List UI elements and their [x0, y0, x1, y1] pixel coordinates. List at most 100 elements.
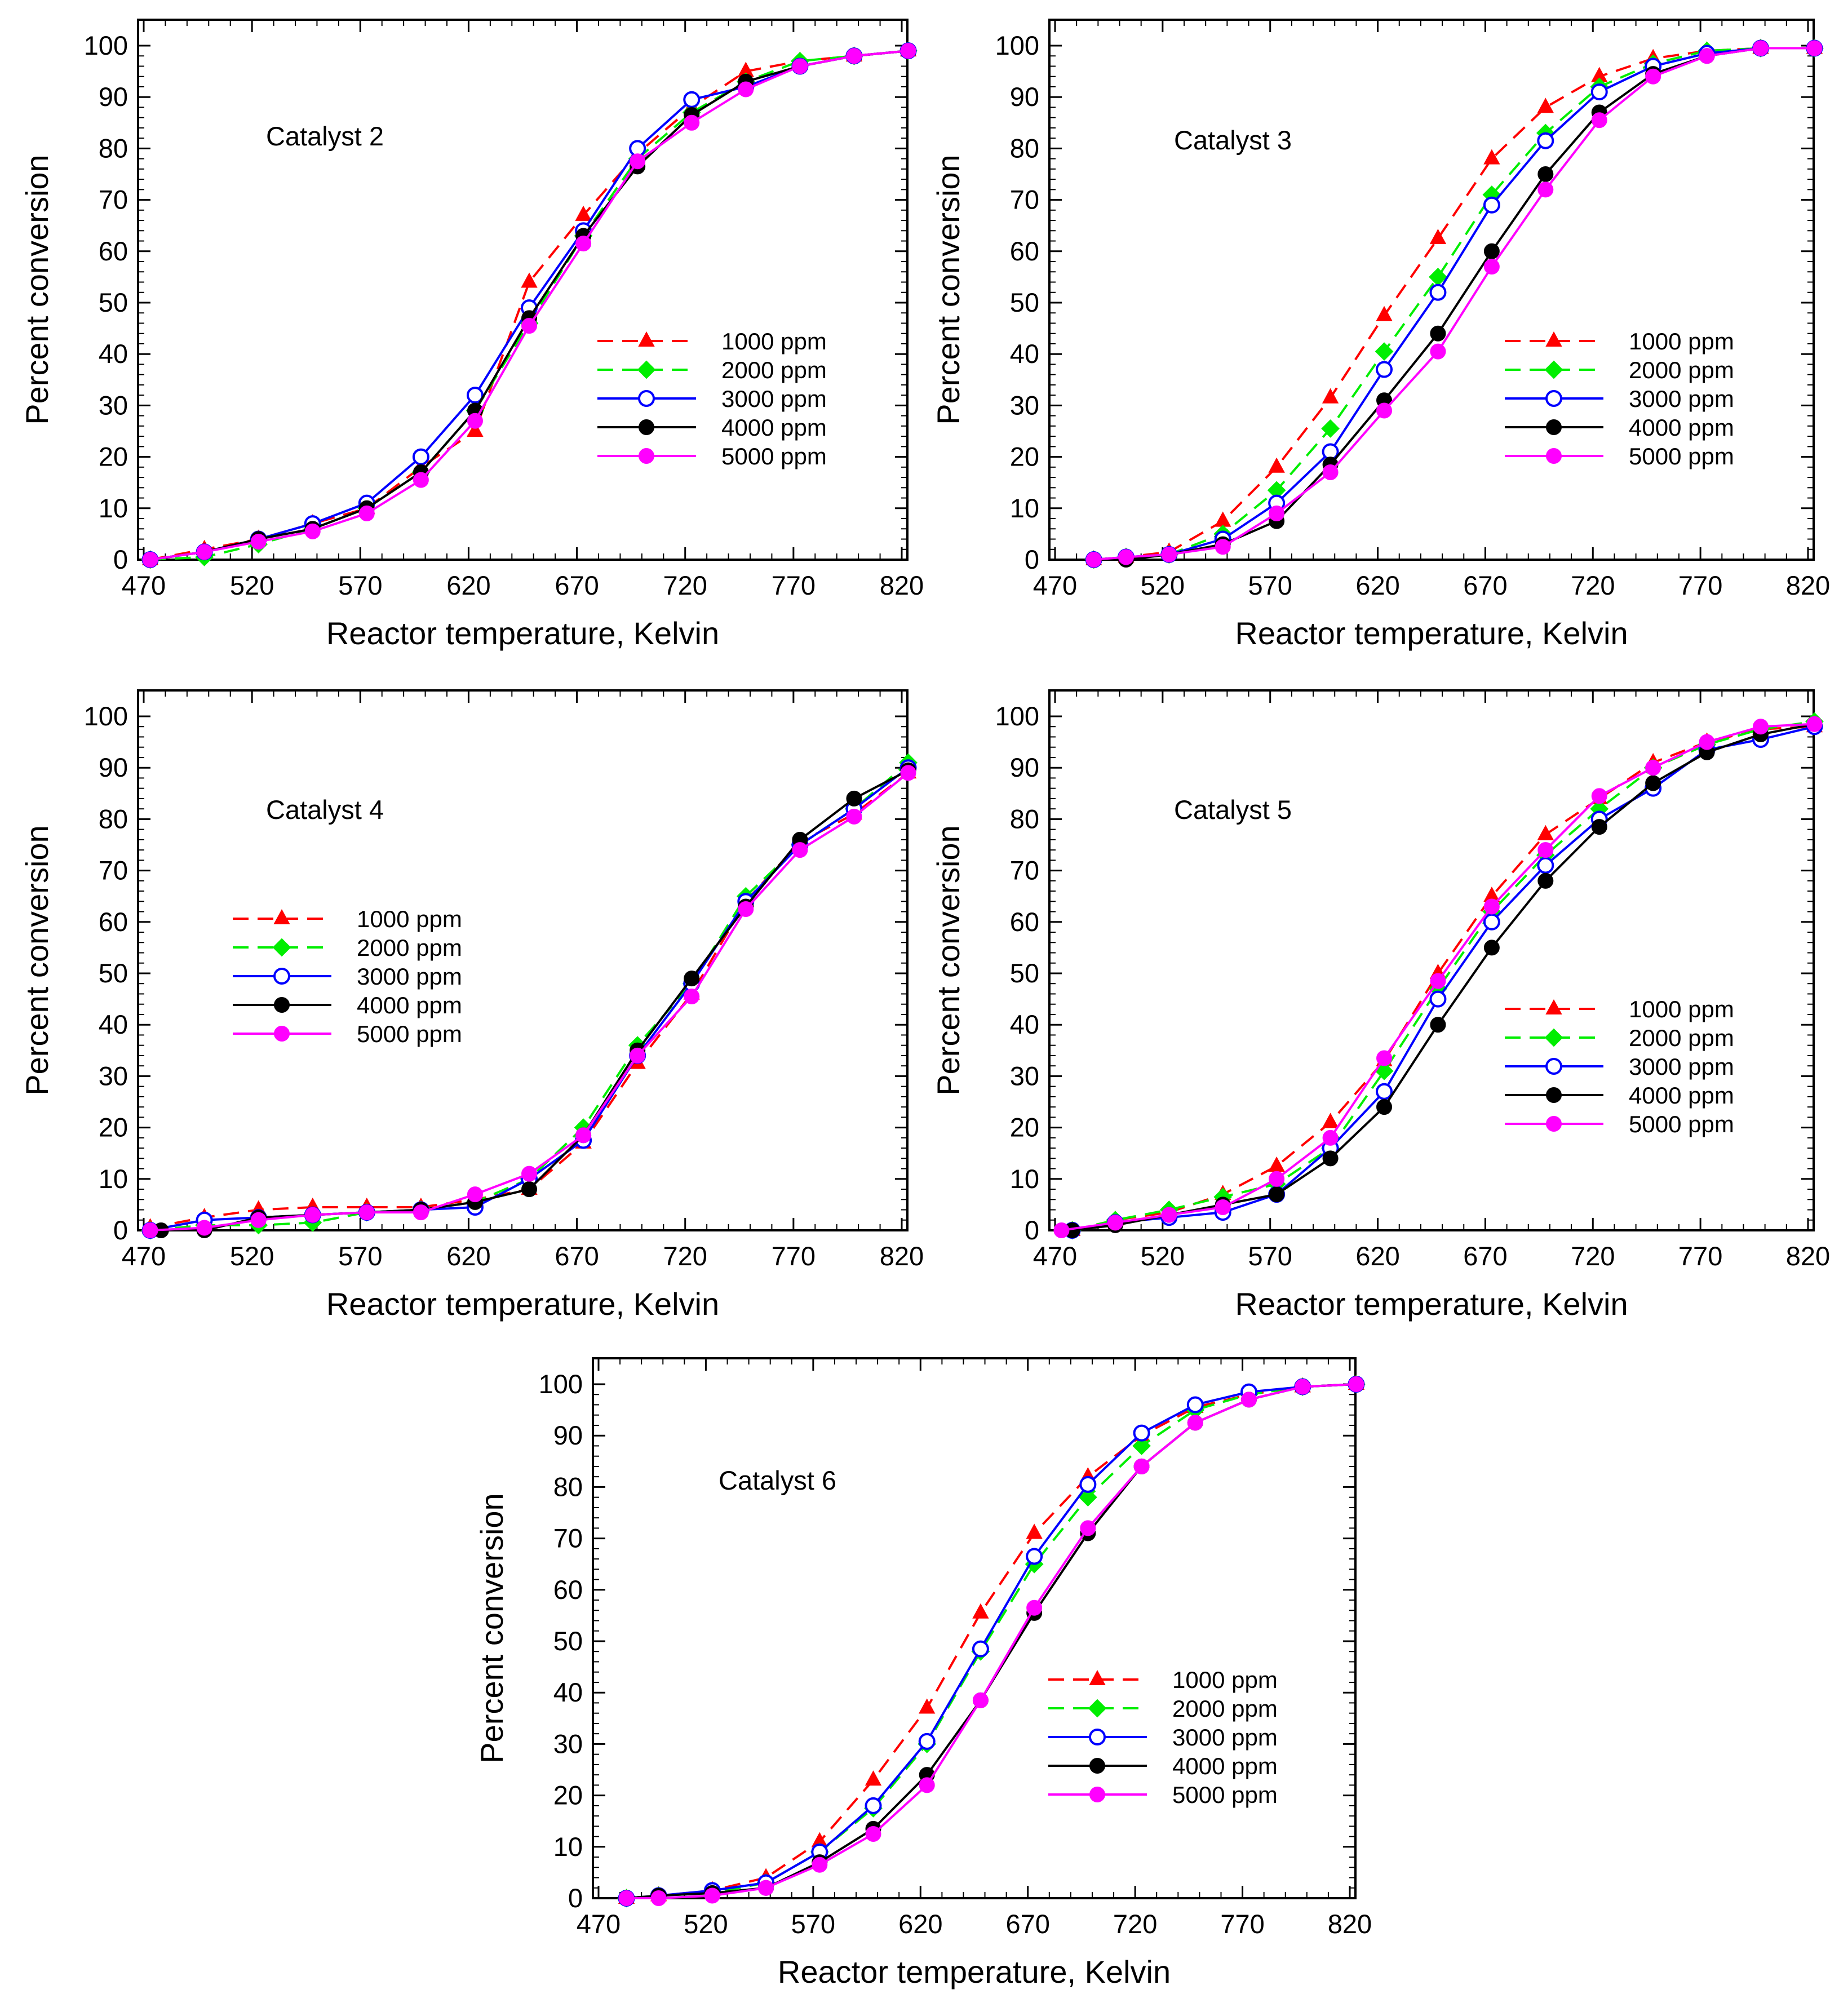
y-tick-label: 70	[1010, 185, 1039, 215]
y-tick-label: 80	[553, 1472, 583, 1501]
data-point-5000-ppm	[919, 1777, 935, 1793]
data-point-5000-ppm	[250, 534, 267, 550]
x-tick-label: 770	[772, 1241, 816, 1271]
data-point-1000-ppm	[1322, 388, 1339, 404]
y-tick-label: 70	[1010, 856, 1039, 885]
y-tick-label: 60	[1010, 236, 1039, 266]
y-tick-label: 0	[113, 544, 128, 574]
data-point-1000-ppm	[1268, 457, 1285, 473]
data-point-4000-ppm	[1376, 1099, 1393, 1115]
data-point-5000-ppm	[1080, 1520, 1096, 1536]
legend-label: 4000 ppm	[1172, 1753, 1278, 1779]
y-tick-label: 100	[84, 30, 128, 60]
data-point-5000-ppm	[704, 1887, 720, 1904]
data-point-5000-ppm	[1107, 1215, 1123, 1231]
data-point-1000-ppm	[467, 421, 484, 437]
data-point-5000-ppm	[1161, 546, 1177, 562]
legend-label: 2000 ppm	[721, 357, 827, 383]
data-point-5000-ppm	[142, 552, 158, 568]
legend-marker	[1545, 1058, 1562, 1075]
data-point-5000-ppm	[196, 1220, 212, 1236]
data-point-5000-ppm	[846, 48, 862, 64]
x-axis-title: Reactor temperature, Kelvin	[778, 1954, 1171, 1990]
data-point-5000-ppm	[1699, 48, 1715, 64]
panel-title: Catalyst 2	[266, 121, 384, 151]
y-tick-label: 10	[1010, 1164, 1039, 1194]
data-point-5000-ppm	[575, 1127, 592, 1144]
y-tick-label: 40	[99, 1009, 128, 1039]
y-tick-label: 40	[553, 1677, 583, 1707]
data-point-4000-ppm	[1537, 872, 1554, 889]
data-point-5000-ppm	[1269, 1171, 1285, 1187]
data-point-5000-ppm	[1645, 760, 1661, 776]
y-tick-label: 90	[553, 1420, 583, 1450]
chart-panel-3: 0 10 20 30 40 50 60 70 80 90 100 470 520 570 620 670 720…	[19, 689, 924, 1322]
x-axis-title: Reactor temperature, Kelvin	[1235, 615, 1628, 651]
data-point-4000-ppm	[1591, 819, 1607, 835]
legend-marker	[639, 448, 654, 464]
data-point-5000-ppm	[900, 43, 916, 59]
y-tick-label: 60	[99, 236, 128, 266]
x-tick-label: 620	[1355, 570, 1399, 600]
x-tick-label: 570	[1248, 570, 1292, 600]
data-point-5000-ppm	[684, 989, 700, 1005]
data-point-1000-ppm	[575, 205, 592, 221]
data-point-5000-ppm	[1483, 259, 1500, 275]
data-point-4000-ppm	[846, 790, 862, 807]
y-tick-label: 50	[1010, 287, 1039, 317]
data-point-5000-ppm	[1295, 1379, 1311, 1395]
x-tick-label: 720	[1571, 570, 1615, 600]
chart-panel-2: 0 10 20 30 40 50 60 70 80 90 100 470 520 570 620 670 720…	[930, 19, 1830, 651]
data-point-5000-ppm	[1085, 552, 1102, 568]
x-tick-label: 620	[446, 570, 490, 600]
y-tick-label: 90	[99, 82, 128, 112]
data-point-5000-ppm	[792, 842, 808, 858]
legend-label: 5000 ppm	[357, 1021, 462, 1047]
data-point-5000-ppm	[1133, 1458, 1150, 1474]
x-tick-label: 820	[1786, 1241, 1830, 1271]
y-tick-label: 40	[1010, 339, 1039, 369]
data-point-5000-ppm	[846, 808, 862, 825]
y-tick-label: 10	[99, 1164, 128, 1194]
data-point-5000-ppm	[1537, 181, 1554, 198]
legend-label: 2000 ppm	[1172, 1695, 1278, 1722]
data-point-3000-ppm	[865, 1797, 882, 1814]
y-tick-label: 100	[84, 701, 128, 731]
y-tick-label: 30	[1010, 390, 1039, 420]
data-point-5000-ppm	[304, 523, 321, 539]
chart-panel-5: 0 10 20 30 40 50 60 70 80 90 100 470 520 570 620 670 720…	[474, 1357, 1372, 1990]
y-tick-label: 70	[99, 856, 128, 885]
legend-label: 3000 ppm	[1172, 1724, 1278, 1751]
data-point-5000-ppm	[1026, 1599, 1043, 1616]
data-point-5000-ppm	[1591, 112, 1607, 129]
data-point-5000-ppm	[1322, 1129, 1339, 1146]
legend-label: 1000 ppm	[1629, 996, 1734, 1022]
panel-title: Catalyst 4	[266, 795, 384, 825]
legend-marker	[1546, 1087, 1562, 1103]
legend-label: 1000 ppm	[721, 328, 827, 355]
legend-marker	[638, 331, 655, 347]
x-tick-label: 570	[1248, 1241, 1292, 1271]
y-tick-label: 0	[1025, 1215, 1039, 1245]
x-tick-label: 670	[1006, 1909, 1050, 1939]
x-tick-label: 770	[1678, 1241, 1722, 1271]
x-axis-title: Reactor temperature, Kelvin	[326, 1286, 719, 1322]
y-tick-label: 80	[99, 804, 128, 834]
data-point-5000-ppm	[900, 765, 916, 781]
data-point-4000-ppm	[1322, 1150, 1339, 1167]
x-tick-label: 570	[338, 570, 382, 600]
data-point-3000-ppm	[683, 91, 701, 108]
y-tick-label: 60	[1010, 907, 1039, 937]
data-point-5000-ppm	[792, 58, 808, 74]
legend-marker	[1088, 1699, 1107, 1718]
x-tick-label: 470	[577, 1909, 621, 1939]
plot-frame	[137, 689, 909, 1231]
x-axis-title: Reactor temperature, Kelvin	[326, 615, 719, 651]
data-point-5000-ppm	[1430, 343, 1446, 360]
y-tick-label: 0	[568, 1883, 583, 1913]
legend-label: 5000 ppm	[1629, 1111, 1734, 1137]
data-point-1000-ppm	[521, 272, 538, 288]
x-tick-label: 520	[230, 1241, 274, 1271]
